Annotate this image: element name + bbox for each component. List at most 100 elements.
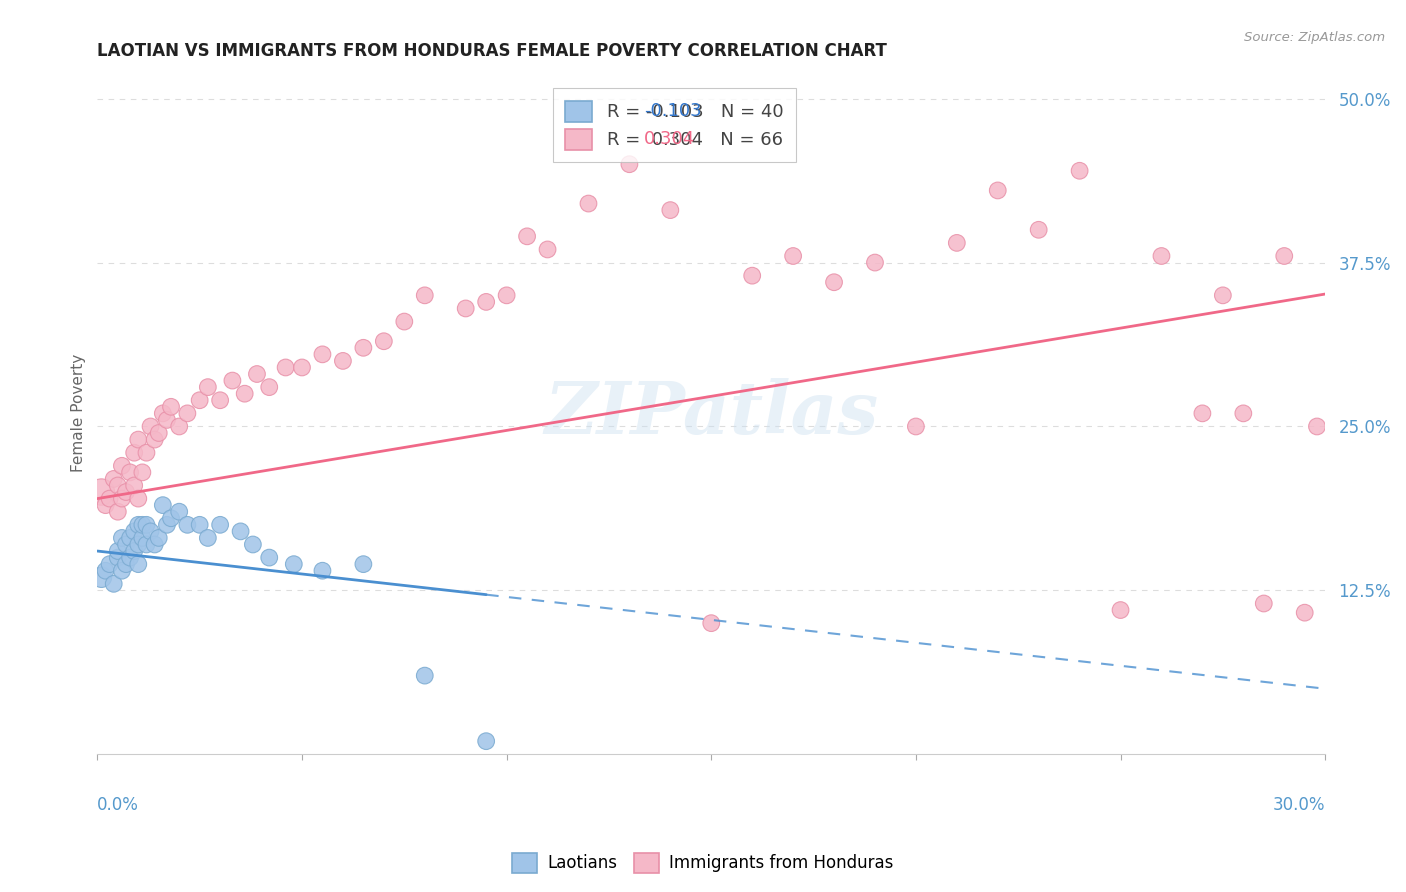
Point: [578, 196, 600, 211]
Point: [107, 544, 129, 558]
Point: [167, 419, 190, 434]
Point: [1109, 603, 1132, 617]
Point: [274, 360, 297, 375]
Point: [120, 466, 142, 480]
Text: Source: ZipAtlas.com: Source: ZipAtlas.com: [1244, 31, 1385, 45]
Point: [131, 466, 153, 480]
Point: [115, 537, 138, 551]
Point: [127, 517, 149, 532]
Point: [139, 419, 162, 434]
Legend: R = -0.103   N = 40, R =  0.304   N = 66: R = -0.103 N = 40, R = 0.304 N = 66: [553, 88, 796, 162]
Point: [1069, 163, 1091, 178]
Point: [1028, 223, 1050, 237]
Point: [135, 446, 157, 460]
Point: [311, 564, 333, 578]
Point: [413, 288, 436, 302]
Point: [373, 334, 395, 349]
Text: -0.103: -0.103: [644, 102, 702, 120]
Point: [536, 243, 558, 257]
Point: [115, 557, 138, 571]
Point: [659, 203, 682, 218]
Point: [111, 491, 134, 506]
Point: [516, 229, 538, 244]
Point: [156, 413, 179, 427]
Point: [167, 505, 190, 519]
Point: [90, 570, 112, 584]
Point: [127, 491, 149, 506]
Point: [1232, 406, 1254, 420]
Point: [111, 531, 134, 545]
Point: [700, 616, 723, 631]
Point: [148, 531, 170, 545]
Point: [188, 517, 211, 532]
Point: [413, 668, 436, 682]
Point: [209, 393, 232, 408]
Point: [197, 380, 219, 394]
Point: [197, 531, 219, 545]
Point: [143, 537, 166, 551]
Point: [188, 393, 211, 408]
Point: [122, 544, 145, 558]
Point: [90, 485, 112, 500]
Point: [122, 478, 145, 492]
Point: [475, 294, 498, 309]
Point: [127, 433, 149, 447]
Point: [283, 557, 305, 571]
Point: [139, 524, 162, 539]
Point: [131, 517, 153, 532]
Point: [863, 255, 886, 269]
Point: [156, 517, 179, 532]
Point: [122, 446, 145, 460]
Point: [209, 517, 232, 532]
Point: [143, 433, 166, 447]
Point: [176, 517, 198, 532]
Point: [946, 235, 969, 250]
Text: 0.304: 0.304: [644, 129, 696, 147]
Point: [94, 498, 117, 512]
Point: [1191, 406, 1213, 420]
Point: [103, 472, 125, 486]
Point: [741, 268, 763, 283]
Point: [246, 367, 269, 381]
Point: [107, 478, 129, 492]
Point: [233, 386, 256, 401]
Point: [394, 315, 416, 329]
Point: [221, 374, 243, 388]
Point: [454, 301, 477, 316]
Point: [160, 400, 183, 414]
Point: [1212, 288, 1234, 302]
Point: [352, 341, 374, 355]
Point: [120, 550, 142, 565]
Point: [176, 406, 198, 420]
Point: [291, 360, 314, 375]
Point: [120, 531, 142, 545]
Point: [148, 425, 170, 440]
Point: [987, 183, 1010, 197]
Point: [111, 458, 134, 473]
Point: [782, 249, 804, 263]
Point: [131, 531, 153, 545]
Point: [98, 557, 121, 571]
Point: [135, 517, 157, 532]
Point: [619, 157, 641, 171]
Point: [152, 498, 174, 512]
Point: [135, 537, 157, 551]
Point: [1306, 419, 1329, 434]
Point: [823, 275, 845, 289]
Point: [904, 419, 927, 434]
Point: [98, 491, 121, 506]
Point: [1272, 249, 1295, 263]
Point: [475, 734, 498, 748]
Point: [242, 537, 264, 551]
Point: [111, 564, 134, 578]
Point: [160, 511, 183, 525]
Point: [1253, 597, 1275, 611]
Point: [495, 288, 517, 302]
Text: LAOTIAN VS IMMIGRANTS FROM HONDURAS FEMALE POVERTY CORRELATION CHART: LAOTIAN VS IMMIGRANTS FROM HONDURAS FEMA…: [97, 42, 887, 60]
Point: [1294, 606, 1316, 620]
Point: [257, 550, 280, 565]
Point: [1150, 249, 1173, 263]
Point: [311, 347, 333, 361]
Point: [332, 354, 354, 368]
Text: 30.0%: 30.0%: [1272, 797, 1326, 814]
